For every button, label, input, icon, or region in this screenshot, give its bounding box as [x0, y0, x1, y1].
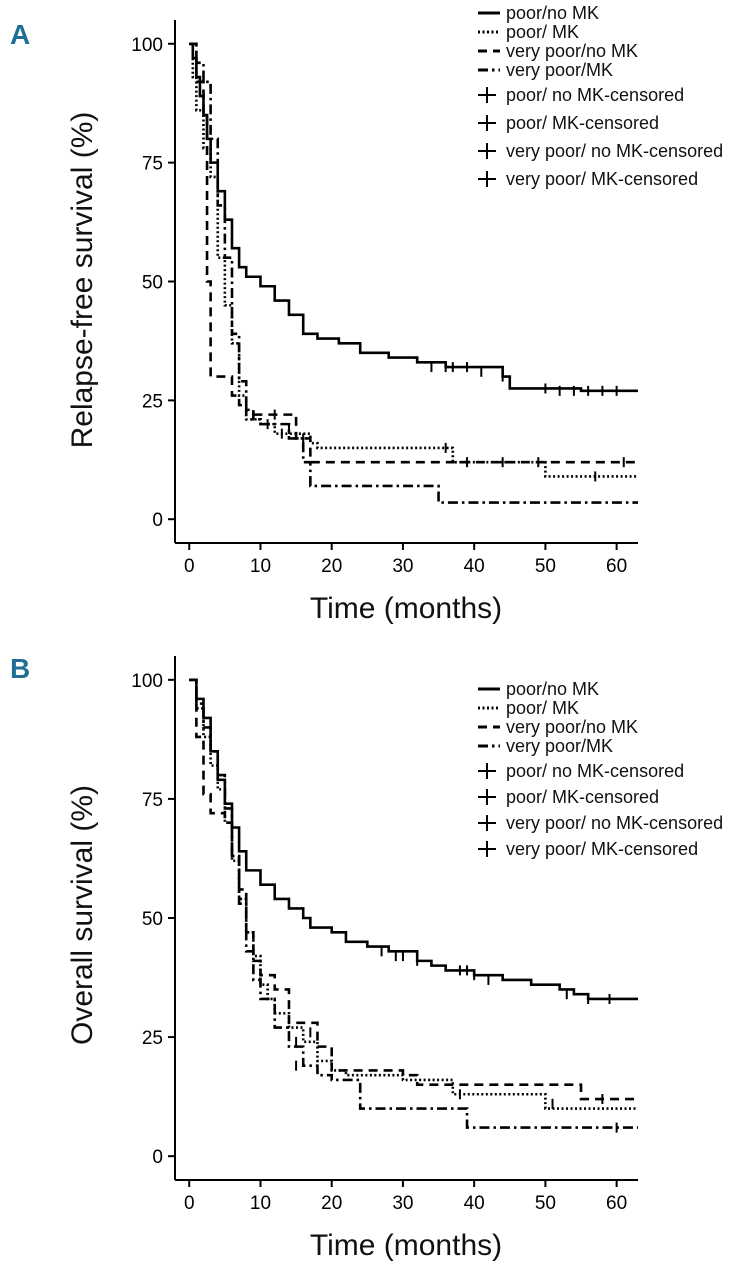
legend-item-poor-mk-a: poor/ MK: [478, 22, 579, 42]
x-tick-label-a: 40: [464, 556, 485, 577]
y-tick-label-a: 75: [142, 154, 163, 175]
x-tick-label-a: 10: [250, 556, 271, 577]
curve-poor-no-mk-b: [189, 678, 638, 1001]
y-tick-label-a: 50: [142, 273, 163, 294]
legend-item-poor-no-mk-censored-a: poor/ no MK-censored: [478, 85, 684, 105]
legend-item-poor-mk-censored-a: poor/ MK-censored: [478, 113, 659, 133]
curve-very-poor-no-mk-a: [189, 42, 638, 464]
y-tick-label-b: 50: [142, 909, 163, 930]
legend-label: very poor/no MK: [506, 717, 638, 737]
y-axis-title-a: Relapse-free survival (%): [66, 112, 99, 449]
legend-item-very-poor-no-mk-censored-b: very poor/ no MK-censored: [478, 813, 723, 833]
x-tick-label-b: 50: [535, 1193, 556, 1214]
km-plot-b: [189, 678, 638, 1133]
legend-item-very-poor-mk-censored-b: very poor/ MK-censored: [478, 839, 698, 859]
panel-label-a: A: [10, 19, 30, 50]
curve-very-poor-no-mk-b: [189, 678, 638, 1101]
legend-item-very-poor-mk-a: very poor/MK: [478, 60, 613, 80]
legend-label: poor/ no MK-censored: [506, 85, 684, 105]
legend-item-poor-mk-censored-b: poor/ MK-censored: [478, 787, 659, 807]
legend-label: poor/no MK: [506, 679, 599, 699]
y-tick-label-b: 25: [142, 1028, 163, 1049]
legend-label: poor/ MK: [506, 698, 579, 718]
curve-very-poor-mk-b: [189, 678, 638, 1129]
x-tick-label-a: 20: [321, 556, 342, 577]
legend-label: very poor/MK: [506, 736, 613, 756]
legend-item-poor-no-mk-a: poor/no MK: [478, 3, 599, 23]
legend-label: very poor/MK: [506, 60, 613, 80]
x-tick-label-b: 30: [392, 1193, 413, 1214]
legend-label: poor/ MK: [506, 22, 579, 42]
x-tick-label-b: 20: [321, 1193, 342, 1214]
legend-item-poor-no-mk-censored-b: poor/ no MK-censored: [478, 761, 684, 781]
y-tick-label-a: 0: [152, 510, 163, 531]
legend-label: poor/no MK: [506, 3, 599, 23]
x-tick-label-a: 0: [184, 556, 195, 577]
curve-poor-no-mk-a: [189, 42, 638, 393]
legend-item-very-poor-no-mk-b: very poor/no MK: [478, 717, 638, 737]
legend-label: very poor/ no MK-censored: [506, 813, 723, 833]
axis-ticks-b: 0 10 20 30 40 50 60 0 25 50 75 100: [131, 671, 627, 1214]
legend-label: very poor/ MK-censored: [506, 839, 698, 859]
x-tick-label-b: 0: [184, 1193, 195, 1214]
legend-item-very-poor-no-mk-censored-a: very poor/ no MK-censored: [478, 141, 723, 161]
axis-ticks-a: 0 10 20 30 40 50 60 0 25 50 75 100: [131, 35, 627, 577]
legend-item-very-poor-mk-censored-a: very poor/ MK-censored: [478, 169, 698, 189]
legend-label: poor/ MK-censored: [506, 787, 659, 807]
legend-label: very poor/ MK-censored: [506, 169, 698, 189]
y-tick-label-a: 25: [142, 391, 163, 412]
panel-label-b: B: [10, 653, 30, 684]
x-tick-label-b: 60: [606, 1193, 627, 1214]
legend-label: poor/ MK-censored: [506, 113, 659, 133]
legend-item-very-poor-no-mk-a: very poor/no MK: [478, 41, 638, 61]
x-tick-label-a: 50: [535, 556, 556, 577]
y-tick-label-b: 75: [142, 790, 163, 811]
x-tick-label-b: 10: [250, 1193, 271, 1214]
legend-item-poor-mk-b: poor/ MK: [478, 698, 579, 718]
legend-label: very poor/no MK: [506, 41, 638, 61]
x-tick-label-a: 30: [392, 556, 413, 577]
legend-item-very-poor-mk-b: very poor/MK: [478, 736, 613, 756]
x-axis-title-b: Time (months): [310, 1229, 502, 1262]
legend-label: poor/ no MK-censored: [506, 761, 684, 781]
km-plot-a: [189, 42, 638, 504]
legend-label: very poor/ no MK-censored: [506, 141, 723, 161]
x-axis-title-a: Time (months): [310, 592, 502, 625]
curve-very-poor-mk-a: [189, 42, 638, 504]
x-tick-label-b: 40: [464, 1193, 485, 1214]
y-tick-label-a: 100: [131, 35, 163, 56]
y-tick-label-b: 0: [152, 1147, 163, 1168]
curve-poor-mk-a: [189, 42, 638, 478]
x-tick-label-a: 60: [606, 556, 627, 577]
legend-item-poor-no-mk-b: poor/no MK: [478, 679, 599, 699]
y-axis-title-b: Overall survival (%): [66, 785, 99, 1045]
y-tick-label-b: 100: [131, 671, 163, 692]
